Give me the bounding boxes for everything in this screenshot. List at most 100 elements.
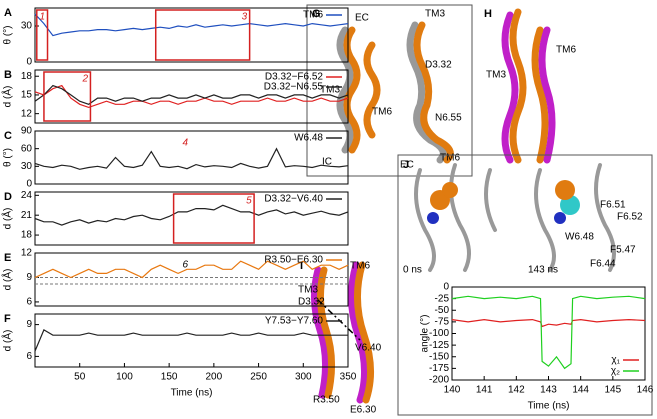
helix bbox=[531, 26, 549, 164]
highlight-box bbox=[43, 71, 92, 122]
image-label: F6.44 bbox=[590, 259, 616, 270]
image-label: IC bbox=[322, 157, 332, 168]
y-tick-label: -125 bbox=[429, 340, 449, 351]
x-tick-label: 142 bbox=[508, 385, 525, 396]
y-tick-label: 6 bbox=[26, 351, 32, 362]
x-tick-label: 100 bbox=[116, 372, 133, 383]
legend-label: Y7.53−Y7.60 bbox=[265, 316, 324, 327]
helix bbox=[317, 266, 336, 399]
y-tick-label: -50 bbox=[435, 305, 450, 316]
y-tick-label: 0 bbox=[26, 179, 32, 190]
legend-label: D3.32−F6.52 bbox=[265, 72, 324, 83]
image-label: F6.51 bbox=[600, 200, 626, 211]
y-axis-label: d (Å) bbox=[1, 86, 14, 108]
panel-frame bbox=[397, 154, 653, 416]
legend-label: χ₂ bbox=[611, 366, 620, 377]
image-label: TM6 bbox=[372, 107, 392, 118]
y-axis-label: d (Å) bbox=[1, 269, 14, 291]
legend-label: W6.48 bbox=[294, 133, 323, 144]
image-label: TM3 bbox=[298, 285, 318, 296]
image-label: W6.48 bbox=[565, 232, 594, 243]
y-tick-label: -150 bbox=[429, 351, 449, 362]
image-label: F6.52 bbox=[617, 212, 643, 223]
residue-sphere bbox=[554, 212, 566, 224]
y-tick-label: -200 bbox=[429, 375, 449, 386]
note-label: 4 bbox=[183, 138, 189, 149]
helix bbox=[538, 26, 556, 164]
series-line bbox=[451, 295, 646, 370]
helix bbox=[363, 41, 381, 139]
series-line bbox=[34, 260, 349, 279]
y-tick-label: 15 bbox=[21, 90, 33, 101]
image-label: E6.30 bbox=[350, 405, 377, 416]
panel-label: J bbox=[403, 159, 409, 171]
legend-label: R3.50−E6.30 bbox=[264, 255, 323, 266]
highlight-box bbox=[36, 9, 49, 61]
image-label: TM6 bbox=[556, 45, 576, 56]
x-axis-label: Time (ns) bbox=[528, 401, 570, 412]
helix bbox=[311, 266, 330, 399]
plot-frame bbox=[34, 252, 349, 307]
helix bbox=[406, 21, 447, 164]
plot-frame bbox=[34, 313, 349, 368]
x-tick-label: 350 bbox=[340, 372, 357, 383]
helix bbox=[413, 21, 454, 164]
image-label: 0 ns bbox=[403, 265, 422, 276]
legend-label: D3.32−V6.40 bbox=[264, 194, 323, 205]
note-label: 6 bbox=[183, 260, 189, 271]
series-line bbox=[34, 84, 349, 105]
y-tick-label: 6 bbox=[26, 297, 32, 308]
highlight-label: 3 bbox=[242, 12, 248, 23]
y-tick-label: -175 bbox=[429, 363, 449, 374]
x-tick-label: 150 bbox=[161, 372, 178, 383]
y-axis-label: θ (°) bbox=[3, 26, 14, 45]
y-tick-label: 60 bbox=[21, 143, 33, 154]
y-tick-label: 12 bbox=[21, 248, 33, 259]
x-tick-label: 50 bbox=[74, 372, 86, 383]
series-line bbox=[34, 147, 349, 170]
y-tick-label: 21 bbox=[21, 210, 33, 221]
y-axis-label: d (Å) bbox=[1, 330, 14, 352]
image-label: TM3 bbox=[486, 70, 506, 81]
panel-label: H bbox=[484, 8, 492, 20]
legend-label: D3.32−N6.55 bbox=[264, 82, 324, 93]
highlight-box bbox=[154, 9, 251, 61]
legend-label: χ₁ bbox=[611, 355, 620, 366]
image-label: N6.55 bbox=[435, 113, 462, 124]
x-tick-label: 146 bbox=[637, 385, 654, 396]
highlight-label: 1 bbox=[40, 12, 46, 23]
y-tick-label: 30 bbox=[21, 21, 33, 32]
y-tick-label: 0 bbox=[26, 57, 32, 68]
panel-label: F bbox=[4, 313, 11, 325]
x-tick-label: 200 bbox=[206, 372, 223, 383]
plot-frame bbox=[34, 7, 349, 63]
series-line bbox=[34, 13, 349, 37]
series-line bbox=[451, 318, 646, 328]
helix bbox=[509, 8, 527, 164]
helix bbox=[501, 11, 519, 164]
y-tick-label: 90 bbox=[21, 126, 33, 137]
x-tick-label: 144 bbox=[572, 385, 589, 396]
x-tick-label: 300 bbox=[295, 372, 312, 383]
y-tick-label: -75 bbox=[435, 317, 450, 328]
residue-sphere bbox=[442, 182, 458, 198]
panel-label: A bbox=[4, 7, 12, 19]
y-tick-label: 9 bbox=[26, 319, 32, 330]
y-tick-label: 24 bbox=[21, 190, 33, 201]
plot-frame bbox=[34, 130, 349, 185]
y-tick-label: 18 bbox=[21, 230, 33, 241]
image-label: EC bbox=[400, 160, 414, 171]
panel-label: D bbox=[4, 191, 12, 203]
panel-label: G bbox=[312, 8, 321, 20]
panel-label: C bbox=[4, 130, 12, 142]
image-label: TM3 bbox=[320, 85, 340, 96]
series-line bbox=[34, 84, 349, 109]
x-tick-label: 145 bbox=[604, 385, 621, 396]
plot-frame bbox=[34, 69, 349, 124]
y-tick-label: 12 bbox=[21, 108, 33, 119]
image-label: TM6 bbox=[440, 153, 460, 164]
legend-label: TM6 bbox=[303, 10, 323, 21]
x-tick-label: 141 bbox=[476, 385, 493, 396]
